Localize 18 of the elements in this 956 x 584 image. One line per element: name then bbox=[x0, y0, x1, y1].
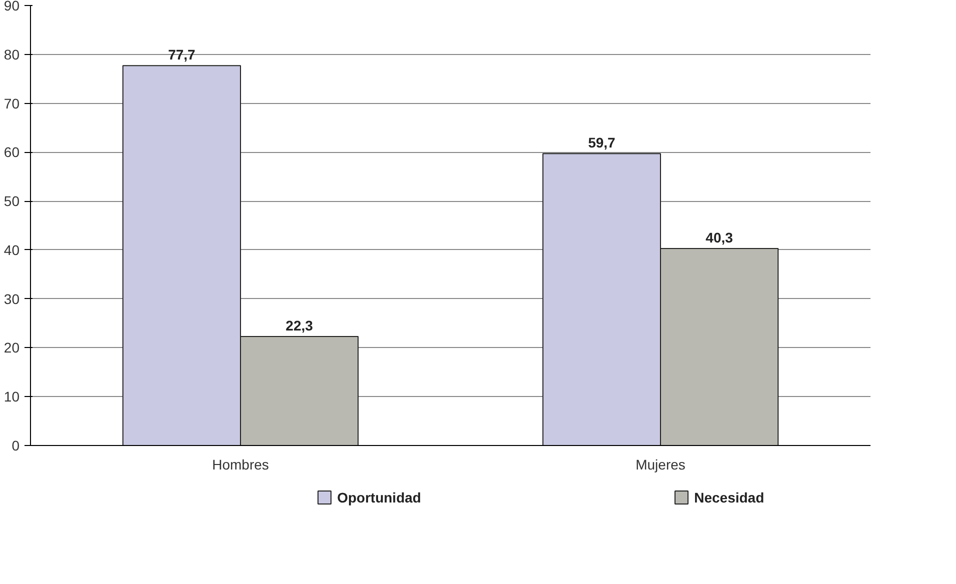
legend-label: Oportunidad bbox=[337, 490, 422, 506]
y-tick-label: 70 bbox=[4, 95, 20, 112]
y-tick-label: 90 bbox=[4, 0, 20, 14]
data-label: 77,7 bbox=[168, 46, 196, 63]
y-tick-label: 80 bbox=[4, 46, 20, 62]
y-tick-label: 0 bbox=[12, 438, 20, 454]
legend-label: Necesidad bbox=[694, 490, 764, 506]
data-label: 59,7 bbox=[588, 134, 616, 151]
data-label: 22,3 bbox=[286, 317, 314, 334]
data-label: 40,3 bbox=[706, 229, 734, 246]
x-tick-label: Mujeres bbox=[636, 456, 686, 472]
y-tick-label: 50 bbox=[4, 193, 20, 210]
y-tick-label: 20 bbox=[4, 340, 20, 356]
y-tick-label: 60 bbox=[4, 144, 20, 160]
y-tick-label: 40 bbox=[4, 242, 20, 258]
y-tick-label: 30 bbox=[4, 290, 20, 307]
x-tick-label: Hombres bbox=[212, 456, 269, 472]
y-tick-label: 10 bbox=[4, 388, 20, 405]
